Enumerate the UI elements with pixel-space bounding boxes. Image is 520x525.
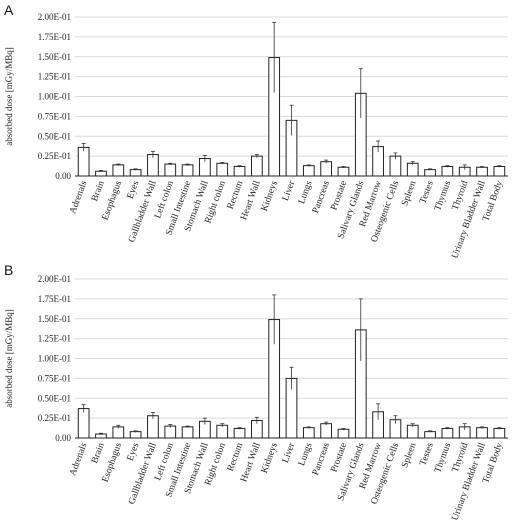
bar-urinary-bladder-wall [476, 166, 488, 177]
y-tick-label: 0.50E-01 [38, 393, 71, 403]
x-tick-label-pancreas: Pancreas [311, 179, 332, 214]
bar-total-body [493, 427, 506, 439]
bar-heart-wall [250, 155, 263, 177]
y-tick-label: 1.25E-01 [38, 334, 71, 344]
bar-lungs [302, 165, 315, 177]
y-tick-label: 1.50E-01 [38, 314, 71, 324]
bar-spleen [406, 162, 419, 177]
x-tick-label-kidneys: Kidneys [260, 179, 280, 212]
chart-b: 0.00 0.25E-01 0.50E-01 0.75E-01 1.00E-01 1.25… [4, 274, 508, 522]
x-tick-label-rectum: Rectum [226, 441, 246, 473]
y-tick-label: 0.50E-01 [38, 131, 71, 141]
x-tick-label-testes: Testes [418, 179, 436, 205]
x-tick-label-spleen: Spleen [400, 441, 418, 469]
bar-esophagus [112, 426, 125, 439]
bar-right-colon [216, 424, 229, 439]
y-tick-label: 1.25E-01 [38, 72, 71, 82]
y-tick-label: 1.75E-01 [38, 32, 71, 42]
bar-eyes [129, 169, 142, 177]
y-axis-label: absorbed dose [mGy/MBq] [4, 47, 14, 146]
bar-prostate [337, 166, 350, 177]
y-tick-label: 2.00E-01 [38, 12, 71, 22]
y-axis-label: absorbed dose [mGy/MBq] [4, 309, 14, 408]
bar-left-colon [164, 425, 177, 439]
y-tick-label: 1.00E-01 [38, 354, 71, 364]
bar-rectum [233, 427, 246, 439]
x-tick-label-brain: Brain [90, 179, 107, 202]
x-tick-label-lungs: Lungs [297, 179, 315, 205]
x-tick-label-spleen: Spleen [400, 179, 418, 207]
bar-left-colon [164, 163, 177, 177]
y-tick-label: 1.75E-01 [38, 294, 71, 304]
bar-thymus [441, 427, 454, 439]
y-tick-label: 0.75E-01 [38, 111, 71, 121]
bar-adrenals [77, 408, 90, 439]
bar-thymus [441, 165, 454, 177]
y-tick-label: 0.00 [55, 433, 71, 443]
x-tick-label-kidneys: Kidneys [260, 441, 280, 474]
y-tick-label: 1.00E-01 [38, 92, 71, 102]
y-tick-label: 2.00E-01 [38, 274, 71, 284]
x-tick-label-testes: Testes [418, 441, 436, 467]
bar-urinary-bladder-wall [476, 427, 488, 439]
y-tick-label: 0.75E-01 [38, 373, 71, 383]
bar-testes [424, 169, 436, 177]
x-tick-label-rectum: Rectum [226, 179, 246, 211]
bar-eyes [129, 431, 142, 439]
bar-small-intestine [181, 426, 194, 439]
bar-pancreas [320, 423, 333, 439]
bar-esophagus [112, 164, 125, 177]
bar-total-body [493, 165, 506, 177]
y-tick-label: 1.50E-01 [38, 52, 71, 62]
bar-gallbladder-wall [147, 415, 159, 439]
bar-adrenals [77, 146, 90, 177]
x-tick-label-brain: Brain [90, 441, 107, 464]
bar-rectum [233, 165, 246, 177]
bar-spleen [406, 424, 419, 439]
x-tick-label-lungs: Lungs [297, 441, 315, 467]
panel-label-b: B [4, 262, 14, 278]
x-tick-label-adrenals: Adrenals [68, 441, 89, 477]
bar-testes [424, 431, 436, 439]
x-tick-label-eyes: Eyes [126, 179, 142, 200]
x-tick-label-pancreas: Pancreas [311, 441, 332, 476]
x-tick-label-adrenals: Adrenals [68, 179, 89, 215]
x-tick-label-eyes: Eyes [126, 441, 142, 462]
panel-label-a: A [4, 2, 14, 18]
x-tick-label-liver: Liver [281, 441, 298, 465]
bar-pancreas [320, 161, 333, 177]
y-tick-label: 0.25E-01 [38, 151, 71, 161]
bar-prostate [337, 428, 350, 439]
y-tick-label: 0.00 [55, 171, 71, 181]
bar-lungs [302, 427, 315, 439]
bar-gallbladder-wall [147, 154, 159, 177]
y-tick-label: 0.25E-01 [38, 413, 71, 423]
bar-right-colon [216, 162, 229, 177]
chart-a: 0.00 0.25E-01 0.50E-01 0.75E-01 1.00E-01 1.25… [4, 12, 508, 260]
x-tick-label-liver: Liver [281, 179, 298, 203]
bar-small-intestine [181, 164, 194, 177]
